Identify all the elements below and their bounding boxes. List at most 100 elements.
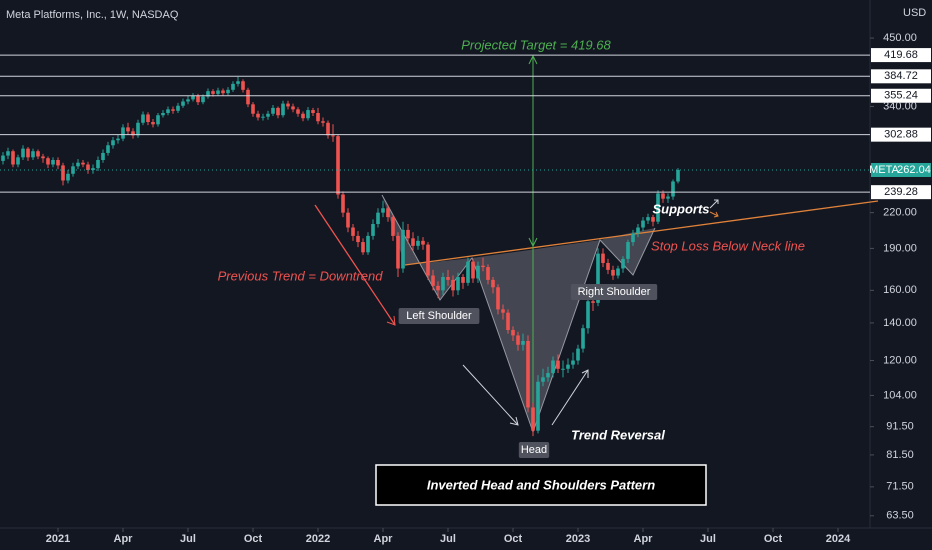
candle-body [61, 165, 65, 181]
support-arrow-up [709, 199, 719, 209]
candles [1, 76, 680, 437]
x-tick-label: Jul [180, 533, 196, 545]
candle-body [646, 217, 650, 221]
candle-body [461, 276, 465, 283]
y-tick-label: 81.50 [886, 449, 914, 461]
neck-arrowhead [528, 237, 538, 248]
annotation: Projected Target = 419.68 [461, 37, 611, 52]
candle-body [496, 287, 500, 310]
candle-body [171, 109, 175, 111]
candle-body [261, 116, 265, 118]
candle-body [256, 113, 260, 118]
candle-body [401, 229, 405, 269]
candle-body [231, 83, 235, 90]
candle-body [191, 95, 195, 100]
level-label: 419.68 [884, 49, 918, 61]
candle-body [136, 122, 140, 136]
annotation: Previous Trend = Downtrend [218, 268, 384, 283]
candle-body [376, 212, 380, 225]
candle-body [96, 159, 100, 169]
candle-body [421, 240, 425, 245]
candle-body [106, 145, 110, 153]
candle-body [486, 267, 490, 280]
x-tick-label: 2021 [46, 533, 70, 545]
arrowhead [509, 416, 519, 426]
candle-body [541, 377, 545, 382]
y-tick-label: 91.50 [886, 421, 914, 433]
candle-body [536, 381, 540, 431]
annotation: Left Shoulder [406, 310, 472, 322]
candle-body [411, 238, 415, 246]
title-box [375, 464, 707, 506]
y-tick-label: 190.00 [883, 242, 917, 254]
candle-body [241, 81, 245, 90]
candle-body [11, 151, 15, 165]
chart-title: Meta Platforms, Inc., 1W, NASDAQ [6, 9, 179, 21]
level-tag [871, 48, 931, 63]
candle-body [101, 152, 105, 160]
candle-body [131, 131, 135, 136]
x-tick-label: Oct [244, 533, 263, 545]
candle-body [626, 242, 630, 259]
level-label: 302.88 [884, 129, 918, 141]
level-label: 384.72 [884, 70, 918, 82]
y-tick-label: 71.50 [886, 481, 914, 493]
candle-body [301, 113, 305, 119]
candle-body [571, 360, 575, 365]
candle-body [66, 173, 70, 181]
candle-body [546, 373, 550, 378]
last-symbol: META [869, 164, 899, 176]
candle-body [271, 107, 275, 114]
candle-body [276, 107, 280, 116]
level-tag [871, 69, 931, 84]
candle-body [371, 224, 375, 236]
candle-body [211, 91, 215, 94]
candle-body [201, 96, 205, 103]
candle-body [246, 89, 250, 105]
candle-body [266, 113, 270, 117]
candle-body [416, 240, 420, 246]
candle-body [636, 227, 640, 234]
candle-body [251, 104, 255, 114]
candle-body [356, 235, 360, 243]
candle-body [206, 91, 210, 97]
candle-body [351, 227, 355, 236]
candle-body [76, 162, 80, 167]
candle-body [156, 115, 160, 125]
y-tick-label: 220.00 [883, 207, 917, 219]
level-tag [871, 88, 931, 103]
head-shade [472, 240, 600, 432]
candle-body [596, 253, 600, 303]
annotation: Trend Reversal [571, 427, 665, 442]
head-arrow-left [462, 364, 519, 426]
candle-body [526, 340, 530, 408]
support-arrow-down [709, 211, 719, 218]
annotation: Right Shoulder [578, 286, 651, 298]
candle-body [291, 106, 295, 110]
candle-body [331, 135, 335, 137]
candle-body [521, 340, 525, 345]
candle-body [286, 103, 290, 107]
candle-body [16, 157, 20, 165]
candle-body [366, 235, 370, 253]
candle-body [441, 276, 445, 291]
candle-body [226, 89, 230, 94]
candle-body [396, 235, 400, 269]
candle-body [426, 244, 430, 276]
candle-body [656, 193, 660, 222]
candle-body [581, 328, 585, 349]
currency: USD [903, 7, 926, 19]
y-tick-label: 104.00 [883, 389, 917, 401]
level-tag [871, 185, 931, 200]
candle-body [491, 279, 495, 288]
candle-body [531, 407, 535, 431]
y-tick-label: 160.00 [883, 284, 917, 296]
candle-body [676, 169, 680, 182]
candle-body [31, 151, 35, 158]
candle-body [466, 261, 470, 283]
candle-body [551, 360, 555, 374]
candle-body [576, 348, 580, 361]
candle-body [661, 193, 665, 199]
last-price-label: 262.04 [897, 164, 931, 176]
